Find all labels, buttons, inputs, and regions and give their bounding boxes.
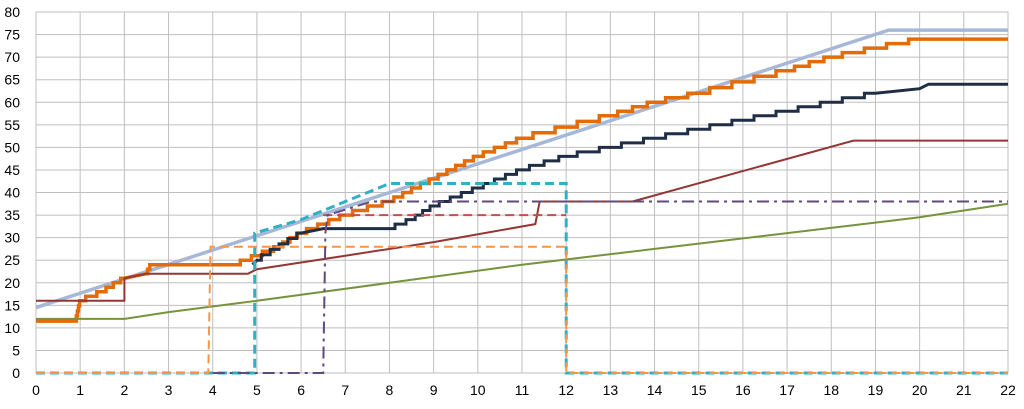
x-tick-label: 22 bbox=[1000, 382, 1016, 398]
y-tick-label: 10 bbox=[4, 320, 20, 336]
x-tick-label: 12 bbox=[558, 382, 574, 398]
y-tick-label: 25 bbox=[4, 252, 20, 268]
x-tick-label: 10 bbox=[470, 382, 486, 398]
series-group bbox=[35, 28, 1009, 375]
y-tick-label: 55 bbox=[4, 117, 20, 133]
x-tick-label: 19 bbox=[868, 382, 884, 398]
x-tick-label: 16 bbox=[735, 382, 751, 398]
x-tick-label: 1 bbox=[76, 382, 84, 398]
x-tick-label: 5 bbox=[253, 382, 261, 398]
plot-frame bbox=[35, 11, 1009, 374]
y-tick-label: 50 bbox=[4, 139, 20, 155]
y-tick-label: 5 bbox=[12, 342, 20, 358]
x-tick-label: 2 bbox=[120, 382, 128, 398]
x-tick-label: 9 bbox=[430, 382, 438, 398]
x-tick-label: 0 bbox=[32, 382, 40, 398]
series-line-5 bbox=[36, 202, 1009, 320]
y-tick-label: 15 bbox=[4, 297, 20, 313]
x-tick-label: 6 bbox=[297, 382, 305, 398]
x-tick-label: 18 bbox=[823, 382, 839, 398]
x-tick-label: 15 bbox=[691, 382, 707, 398]
x-tick-label: 13 bbox=[603, 382, 619, 398]
x-tick-label: 7 bbox=[341, 382, 349, 398]
x-tick-label: 20 bbox=[912, 382, 928, 398]
y-tick-label: 65 bbox=[4, 72, 20, 88]
y-tick-label: 75 bbox=[4, 27, 20, 43]
y-tick-label: 35 bbox=[4, 207, 20, 223]
x-tick-label: 11 bbox=[515, 382, 530, 398]
x-tick-label: 8 bbox=[386, 382, 394, 398]
x-tick-label: 3 bbox=[165, 382, 173, 398]
series-line-6 bbox=[36, 182, 1008, 375]
series-line-7 bbox=[36, 245, 1008, 374]
series-line-1 bbox=[35, 28, 1008, 310]
y-tick-label: 20 bbox=[4, 275, 20, 291]
y-tick-label: 45 bbox=[4, 162, 20, 178]
x-tick-label: 17 bbox=[779, 382, 795, 398]
grid bbox=[35, 11, 1009, 374]
y-tick-label: 80 bbox=[4, 4, 20, 20]
x-tick-label: 4 bbox=[209, 382, 217, 398]
y-tick-label: 30 bbox=[4, 230, 20, 246]
x-tick-label: 14 bbox=[647, 382, 663, 398]
y-tick-label: 0 bbox=[12, 365, 20, 381]
y-tick-label: 40 bbox=[4, 185, 20, 201]
y-tick-label: 60 bbox=[4, 94, 20, 110]
tick-labels: 0 1 2 3 4 5 6 7 8 9 10 11 12 13 14 15 16 17 18 19 20 21 220510… bbox=[4, 4, 1016, 398]
y-tick-label: 70 bbox=[4, 49, 20, 65]
x-tick-label: 21 bbox=[956, 382, 972, 398]
series-line-3 bbox=[251, 82, 1008, 266]
series-line-9 bbox=[212, 200, 1008, 374]
